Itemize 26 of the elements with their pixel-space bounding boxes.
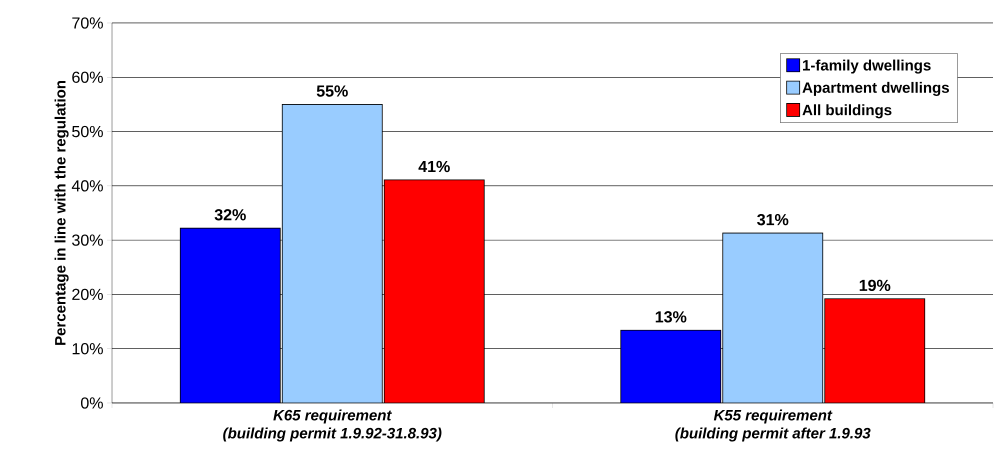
x-tick-label: K65 requirement (building permit 1.9.92-31.8.93): [223, 410, 442, 442]
y-tick-label: 10%: [72, 343, 103, 354]
bar: [722, 232, 824, 403]
y-tick-label: 60%: [72, 72, 103, 83]
y-tick-label: 0%: [80, 397, 103, 409]
data-label: 32%: [214, 209, 246, 220]
y-tick-label: 70%: [72, 17, 103, 29]
y-tick-label: 50%: [72, 126, 103, 138]
legend-label: All buildings: [802, 104, 892, 118]
data-label: 55%: [316, 85, 348, 97]
data-label: 41%: [418, 160, 450, 172]
bar: [180, 228, 281, 403]
y-tick-label: 30%: [72, 234, 103, 246]
y-tick-label: 40%: [72, 180, 103, 192]
y-tick-label: 20%: [72, 288, 103, 300]
data-label: 13%: [656, 311, 686, 323]
bar: [282, 104, 383, 403]
legend-label: 1-family dwellings: [803, 60, 931, 74]
y-axis-title: Percentage in line with the regulation: [54, 80, 69, 345]
x-tick-label: K55 requirement (building permit after 1.9.93: [675, 410, 871, 442]
bar: [824, 298, 926, 403]
data-label: 31%: [757, 214, 788, 226]
legend-label: Apartment dwellings: [802, 82, 949, 96]
bar: [384, 179, 485, 403]
bar: [620, 330, 722, 403]
data-label: 19%: [860, 280, 890, 292]
